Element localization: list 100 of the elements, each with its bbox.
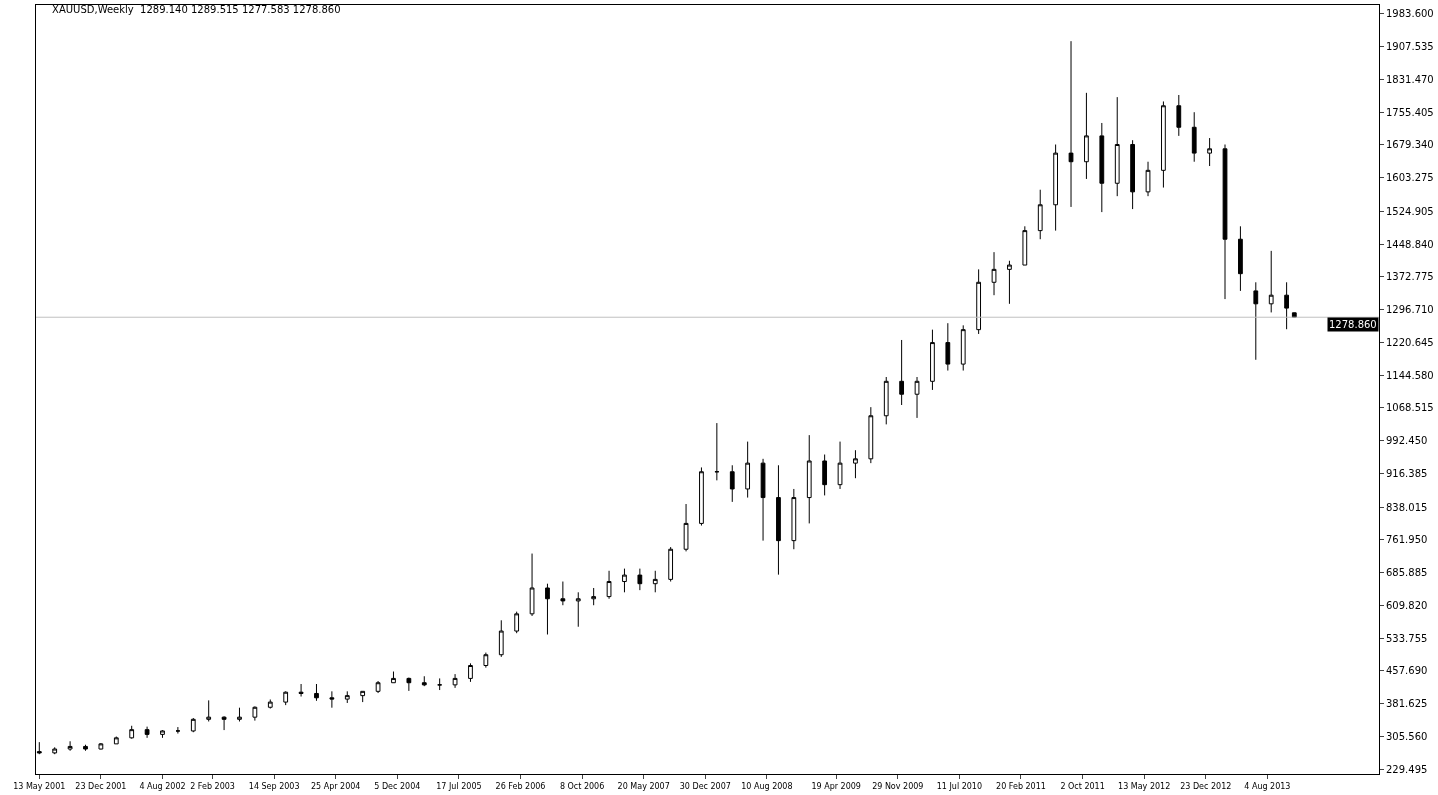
candlestick: [652, 570, 658, 593]
candlestick: [1268, 250, 1274, 313]
y-tick-label: 1524.905: [1386, 205, 1434, 217]
candlestick: [1191, 111, 1197, 163]
candlestick: [406, 677, 412, 692]
candlestick: [1253, 281, 1259, 361]
candlestick: [760, 458, 766, 542]
y-tick-label: 992.450: [1386, 435, 1428, 447]
y-tick-label: 838.015: [1386, 501, 1428, 513]
x-tick-label: 4 Aug 2002: [139, 781, 186, 791]
candlestick: [622, 568, 627, 593]
y-tick-label: 1983.600: [1386, 8, 1434, 20]
y-tick-label: 381.625: [1386, 698, 1428, 710]
candlestick: [699, 466, 704, 527]
candlestick: [1084, 92, 1089, 180]
x-tick-label: 23 Dec 2012: [1180, 781, 1232, 791]
y-tick-label: 1831.470: [1386, 73, 1434, 85]
x-tick-label: 4 Aug 2013: [1244, 781, 1291, 791]
candlestick: [1022, 225, 1028, 266]
x-tick-label: 20 Feb 2011: [996, 781, 1046, 791]
candlestick: [914, 376, 920, 419]
candlestick: [221, 716, 227, 731]
candlestick: [1176, 94, 1182, 137]
x-tick-label: 23 Dec 2001: [75, 781, 127, 791]
chart-title: XAUUSD,Weekly 1289.140 1289.515 1277.583 1278.860: [52, 4, 341, 16]
candlestick: [837, 441, 843, 490]
candlestick: [314, 683, 319, 702]
y-tick-label: 1068.515: [1386, 402, 1434, 414]
x-tick-label: 14 Sep 2003: [248, 781, 300, 791]
x-tick-label: 10 Aug 2008: [741, 781, 793, 791]
x-tick-label: 2 Oct 2011: [1060, 781, 1105, 791]
x-tick-label: 13 May 2012: [1118, 781, 1171, 791]
candlestick: [868, 406, 874, 464]
candlestick: [1114, 96, 1120, 197]
candlestick: [776, 464, 781, 576]
y-tick-label: 609.820: [1386, 599, 1428, 611]
candlestick: [237, 707, 242, 722]
candlestick: [930, 329, 935, 391]
candlestick: [344, 690, 350, 704]
candlestick: [560, 581, 566, 606]
candlestick: [113, 736, 119, 745]
y-tick-label: 1372.775: [1386, 271, 1434, 283]
candlestick: [1145, 161, 1151, 197]
candlestick: [1130, 139, 1135, 210]
y-tick-label: 457.690: [1386, 665, 1428, 677]
candlestick: [1053, 144, 1059, 232]
ref-line-label: 1278.860: [1329, 319, 1377, 330]
candlestick: [452, 673, 458, 689]
candlestick: [1007, 260, 1012, 305]
candlestick: [98, 742, 104, 750]
x-tick-label: 30 Dec 2007: [679, 781, 731, 791]
candlestick: [945, 322, 951, 372]
candlestick: [960, 324, 966, 372]
candlestick: [714, 422, 720, 481]
candlestick: [991, 251, 997, 296]
candlestick: [853, 449, 858, 479]
candlestick: [976, 268, 982, 335]
candlestick: [529, 553, 535, 617]
x-tick-label: 5 Dec 2004: [374, 781, 421, 791]
candlestick: [822, 454, 828, 496]
candlestick: [606, 570, 612, 600]
y-tick-label: 1296.710: [1386, 304, 1434, 316]
candlestick: [729, 464, 735, 503]
candlestick: [129, 725, 135, 740]
candlestick: [283, 690, 289, 706]
candlestick: [1222, 144, 1228, 300]
candlestick: [190, 717, 196, 733]
x-tick-label: 8 Oct 2006: [559, 781, 605, 791]
candlestick: [514, 611, 520, 634]
candlestick: [1238, 225, 1243, 292]
candlestick: [637, 568, 643, 591]
candlestick: [498, 619, 504, 658]
candlestick: [591, 587, 597, 606]
candlestick: [267, 699, 273, 710]
candlestick: [83, 744, 88, 752]
candlestick: [683, 503, 689, 552]
candlestick: [298, 683, 304, 697]
candlestick: [52, 746, 58, 754]
candlestick: [206, 699, 212, 722]
y-tick-label: 1220.645: [1386, 336, 1434, 348]
x-tick-label: 20 May 2007: [617, 781, 670, 791]
candlestick: [1161, 100, 1166, 189]
x-tick-label: 13 May 2001: [13, 781, 66, 791]
candlestick: [545, 583, 550, 635]
candlestick: [806, 434, 812, 524]
candlestick: [360, 690, 366, 703]
x-tick-label: 25 Apr 2004: [311, 781, 361, 791]
y-tick-label: 685.885: [1386, 567, 1428, 579]
candlestick: [883, 376, 889, 425]
x-tick-label: 19 Apr 2009: [811, 781, 861, 791]
y-tick-label: 916.385: [1386, 467, 1428, 479]
candlestick: [67, 740, 73, 752]
candlestick: [1284, 281, 1289, 330]
candlestick: [391, 671, 396, 684]
candlestick: [252, 705, 258, 722]
candlestick: [1291, 312, 1297, 319]
x-tick-label: 17 Jul 2005: [436, 781, 482, 791]
candlestick: [745, 441, 751, 499]
x-tick-label: 29 Nov 2009: [872, 781, 924, 791]
y-tick-label: 1448.840: [1386, 238, 1434, 250]
